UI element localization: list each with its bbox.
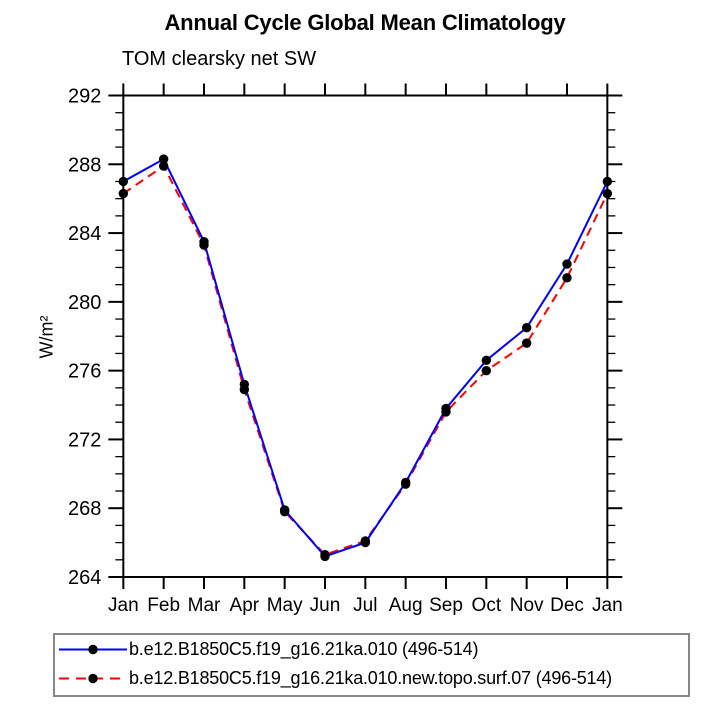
x-tick-label: Jun [310, 595, 341, 616]
y-tick-label: 288 [68, 154, 101, 176]
chart-subtitle: TOM clearsky net SW [122, 48, 317, 70]
legend-item: b.e12.B1850C5.f19_g16.21ka.010 (496-514) [59, 639, 478, 659]
legend-line-sample-solid [59, 644, 127, 654]
series-markers-1 [118, 161, 613, 560]
y-tick-label: 280 [68, 292, 101, 314]
x-tick-label: Jul [353, 595, 377, 616]
legend-item-label: b.e12.B1850C5.f19_g16.21ka.010 (496-514) [129, 638, 479, 659]
x-tick-label: Apr [230, 595, 260, 616]
y-tick-label: 292 [68, 86, 101, 108]
legend: b.e12.B1850C5.f19_g16.21ka.010 (496-514)… [53, 633, 690, 697]
x-tick-label: Nov [510, 595, 544, 616]
x-tick-label: Feb [147, 595, 180, 616]
chart-title: Annual Cycle Global Mean Climatology [164, 10, 566, 35]
y-tick-label: 268 [68, 498, 101, 520]
x-tick-label: Sep [429, 595, 463, 616]
legend-line-sample-dashed [59, 673, 127, 683]
x-tick-label: Jan [592, 595, 623, 616]
y-tick-label: 284 [68, 223, 101, 245]
y-axis-ticks: 264 268 272 276 280 284 288 292 [68, 86, 623, 589]
plot-frame [122, 94, 609, 578]
y-tick-label: 272 [68, 429, 101, 451]
x-tick-label: Oct [472, 595, 502, 616]
x-tick-label: May [267, 595, 303, 616]
y-tick-label: 264 [68, 567, 101, 589]
legend-item-label: b.e12.B1850C5.f19_g16.21ka.010.new.topo.… [129, 667, 612, 688]
y-tick-label: 276 [68, 361, 101, 383]
x-tick-label: Dec [550, 595, 584, 616]
legend-item: b.e12.B1850C5.f19_g16.21ka.010.new.topo.… [59, 668, 612, 688]
series-markers-0 [118, 154, 613, 562]
x-tick-label: Mar [188, 595, 221, 616]
x-tick-label: Jan [108, 595, 139, 616]
x-tick-label: Aug [389, 595, 423, 616]
x-axis-ticks: Jan Feb Mar Apr May Jun Jul Aug Sep Oct Nov Dec Jan [108, 83, 623, 616]
series-line-0 [122, 157, 609, 558]
